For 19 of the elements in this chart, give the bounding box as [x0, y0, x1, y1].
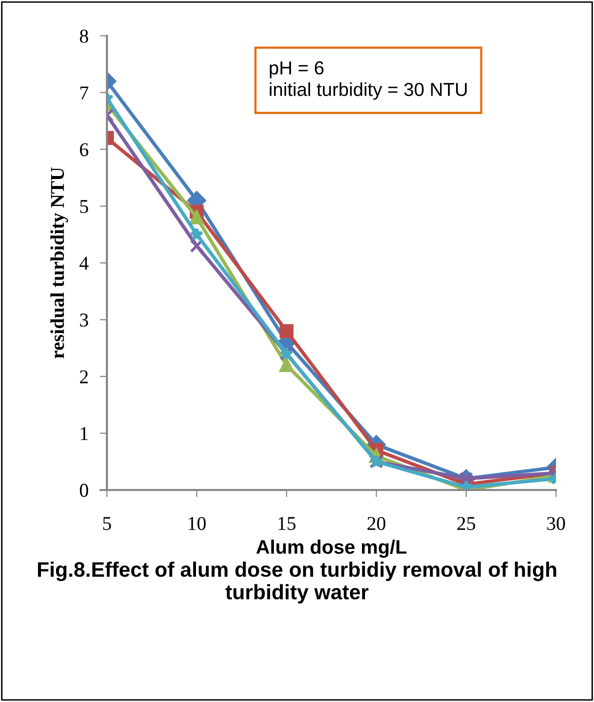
annotation: pH = 6 initial turbidity = 30 NTU [270, 61, 467, 100]
y-axis-title: residual turbidity NTU [50, 167, 68, 358]
y-tick-label: 4 [80, 256, 89, 270]
y-tick-label: 0 [80, 484, 88, 497]
y-tick-label: 5 [80, 200, 88, 214]
y-tick-label: 3 [80, 314, 88, 327]
x-tick-label: 30 [547, 516, 565, 530]
y-tick-label: 6 [80, 143, 88, 156]
text: Fig.8.Effect of alum dose on turbidiy removal of high turbidity water [38, 562, 556, 604]
y-tick-label: 1 [80, 427, 88, 440]
y-tick-label: 7 [80, 86, 88, 100]
x-axis-title: Alum dose mg/L [256, 540, 406, 558]
x-tick-label: 5 [103, 517, 112, 530]
x-tick-label: 25 [457, 517, 476, 530]
x-tick-label: 20 [367, 516, 386, 530]
x-tick-label: 10 [188, 516, 206, 530]
y-tick-label: 8 [80, 30, 88, 43]
y-tick-label: 2 [80, 370, 88, 384]
x-tick-label: 15 [278, 517, 296, 530]
